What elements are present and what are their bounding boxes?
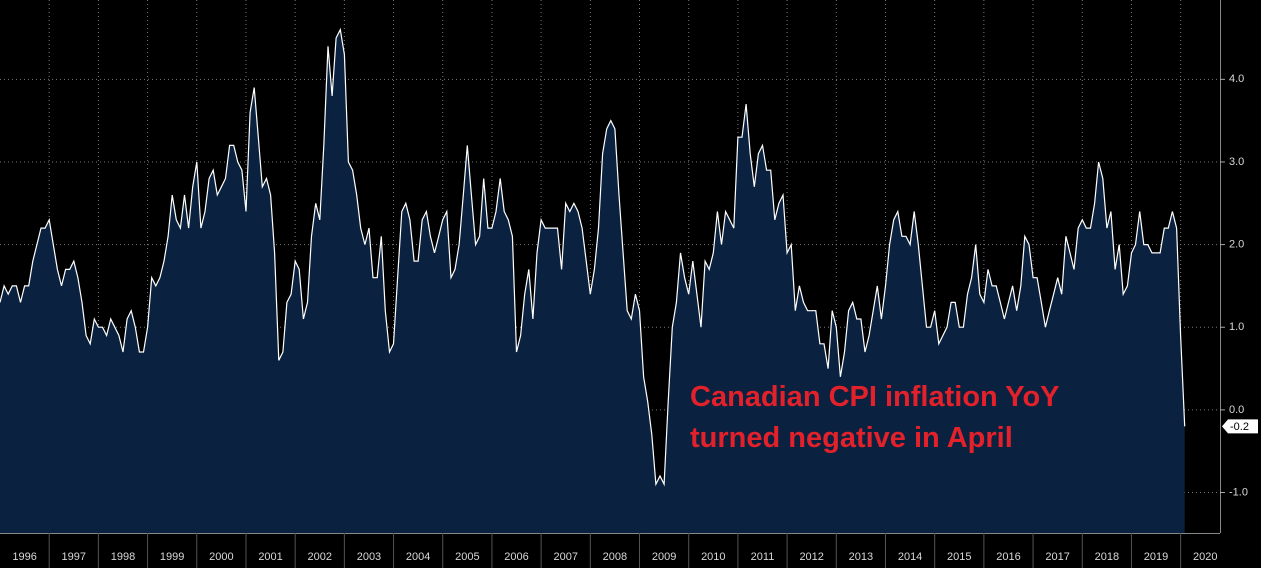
x-tick-label: 2015 [947, 551, 971, 563]
x-tick-label: 2012 [799, 551, 823, 563]
x-tick-label: 1999 [160, 551, 184, 563]
x-tick-label: 2013 [849, 551, 873, 563]
x-tick-label: 2009 [652, 551, 676, 563]
last-value-tag [1222, 419, 1258, 434]
x-tick-label: 2008 [603, 551, 627, 563]
annotation: Canadian CPI inflation YoY [690, 381, 1060, 413]
y-tick-label: 2.0 [1229, 239, 1244, 251]
x-tick-label: 2000 [209, 551, 233, 563]
y-tick-label: 5.0 [1229, 0, 1244, 3]
x-tick-label: 2020 [1193, 551, 1217, 563]
x-tick-label: 2016 [996, 551, 1020, 563]
x-tick-label: 2005 [455, 551, 479, 563]
x-tick-label: 2014 [898, 551, 922, 563]
area-fill [0, 29, 1185, 533]
x-tick-label: 2004 [406, 551, 430, 563]
plot-area [0, 0, 1220, 533]
x-tick-label: 2018 [1095, 551, 1119, 563]
line [0, 27, 1186, 487]
y-tick-label: 3.0 [1229, 156, 1244, 168]
last-value-label: -0.2 [1230, 421, 1249, 433]
x-tick-label: 2007 [553, 551, 577, 563]
x-tick-label: 2019 [1144, 551, 1168, 563]
x-tick-label: 1998 [111, 551, 135, 563]
x-tick-label: 1997 [62, 551, 86, 563]
annotation: turned negative in April [690, 422, 1013, 454]
y-tick-label: 4.0 [1229, 73, 1244, 85]
y-tick-label: -1.0 [1229, 486, 1248, 498]
x-tick-label: 1996 [12, 551, 36, 563]
x-tick-label: 2006 [504, 551, 528, 563]
x-tick-label: 2011 [751, 551, 775, 563]
x-tick-label: 2002 [308, 551, 332, 563]
y-tick-label: 1.0 [1229, 321, 1244, 333]
x-tick-label: 2001 [258, 551, 282, 563]
y-tick-label: 0.0 [1229, 404, 1244, 416]
x-tick-label: 2003 [357, 551, 381, 563]
x-tick-label: 2017 [1045, 551, 1069, 563]
x-tick-label: 2010 [701, 551, 725, 563]
